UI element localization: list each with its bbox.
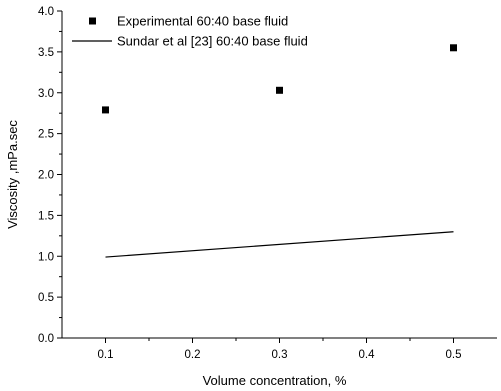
series-line-sundar (105, 231, 454, 258)
y-tick-label: 0.5 (38, 292, 54, 304)
y-tick-label: 0.0 (38, 333, 54, 345)
y-axis-title: Viscosity ,mPa.sec (5, 120, 20, 229)
x-tick-label: 0.1 (98, 349, 114, 361)
y-tick-label: 4.0 (38, 6, 54, 18)
y-tick-label: 3.5 (38, 47, 54, 59)
y-axis: 0.0 0.5 1.0 1.5 2.0 2.5 3.0 3.5 4.0 (38, 6, 62, 345)
x-tick-label: 0.2 (185, 349, 201, 361)
data-point-experimental (102, 106, 109, 114)
x-axis: 0.1 0.2 0.3 0.4 0.5 (98, 338, 462, 361)
legend-square-swatch (89, 17, 96, 25)
legend-label: Sundar et al [23] 60:40 base fluid (117, 34, 308, 49)
y-tick-label: 1.0 (38, 251, 54, 263)
data-point-experimental (450, 44, 457, 52)
data-point-experimental (276, 86, 283, 94)
x-tick-label: 0.3 (272, 349, 288, 361)
y-tick-label: 3.0 (38, 88, 54, 100)
legend-label: Experimental 60:40 base fluid (117, 14, 288, 29)
y-tick-label: 1.5 (38, 210, 54, 222)
plot-frame (61, 11, 497, 339)
legend: Experimental 60:40 base fluid Sundar et a… (72, 14, 308, 49)
y-tick-label: 2.5 (38, 129, 54, 141)
x-tick-label: 0.4 (359, 349, 376, 361)
y-tick-label: 2.0 (38, 170, 54, 182)
x-tick-label: 0.5 (446, 349, 462, 361)
x-axis-title: Volume concentration, % (203, 373, 347, 388)
series-layer (102, 44, 457, 258)
